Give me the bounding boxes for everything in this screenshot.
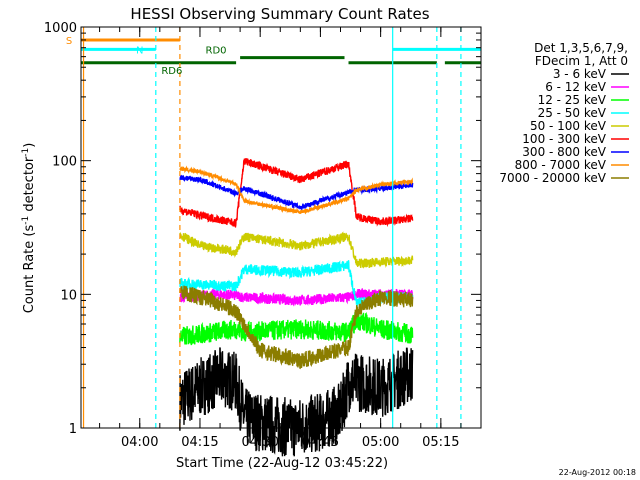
x-tick-label-1: 04:15 bbox=[181, 435, 218, 450]
legend-label-2: 12 - 25 keV bbox=[538, 93, 607, 107]
y-axis-label-end: ) bbox=[22, 143, 37, 148]
series-line-8 bbox=[179, 285, 414, 370]
series-line-7 bbox=[179, 165, 413, 215]
annotation-0: S bbox=[66, 36, 72, 47]
y-tick-label-3: 1000 bbox=[44, 21, 77, 36]
plot-area: S N RD0 RD6 bbox=[66, 27, 481, 457]
annotation-3: RD6 bbox=[161, 66, 182, 77]
footer-timestamp: 22-Aug-2012 00:18 bbox=[559, 468, 636, 477]
legend-label-1: 6 - 12 keV bbox=[545, 80, 607, 94]
y-tick-label-2: 100 bbox=[52, 155, 77, 170]
annotation-2: RD0 bbox=[206, 46, 227, 57]
y-axis-label-sup1: -1 bbox=[21, 216, 31, 225]
x-axis-label: Start Time (22-Aug-12 03:45:22) bbox=[176, 456, 388, 471]
legend-header-1: Det 1,3,5,6,7,9, bbox=[534, 41, 628, 55]
y-axis: 1 10 100 1000 bbox=[44, 21, 481, 437]
x-tick-label-5: 05:15 bbox=[422, 435, 459, 450]
x-tick-label-2: 04:30 bbox=[241, 435, 278, 450]
y-tick-label-0: 1 bbox=[69, 422, 77, 437]
legend-label-8: 7000 - 20000 keV bbox=[499, 171, 606, 185]
legend-header-2: FDecim 1, Att 0 bbox=[535, 54, 628, 68]
series-line-1 bbox=[179, 288, 414, 307]
plot-frame bbox=[80, 26, 482, 429]
series-line-6 bbox=[179, 174, 414, 211]
x-tick-label-4: 05:00 bbox=[362, 435, 399, 450]
chart-title: HESSI Observing Summary Count Rates bbox=[130, 5, 429, 23]
x-axis: 04:00 04:15 04:30 04:45 05:00 05:15 bbox=[99, 27, 482, 450]
series-line-4 bbox=[179, 231, 414, 269]
series-line-2 bbox=[179, 310, 414, 346]
annotation-1: N bbox=[136, 45, 143, 56]
y-axis-label: Count Rate (s-1 detector-1) bbox=[21, 143, 37, 314]
legend-label-6: 300 - 800 keV bbox=[522, 145, 606, 159]
y-axis-label-mid: detector bbox=[22, 156, 37, 216]
series-line-0 bbox=[179, 347, 414, 457]
legend-label-7: 800 - 7000 keV bbox=[515, 158, 607, 172]
legend-label-4: 50 - 100 keV bbox=[530, 119, 607, 133]
y-axis-label-sup2: -1 bbox=[21, 148, 31, 157]
x-tick-label-0: 04:00 bbox=[121, 435, 158, 450]
x-tick-label-3: 04:45 bbox=[302, 435, 339, 450]
y-tick-label-1: 10 bbox=[60, 288, 77, 303]
legend: Det 1,3,5,6,7,9, FDecim 1, Att 0 3 - 6 k… bbox=[499, 41, 629, 185]
legend-label-0: 3 - 6 keV bbox=[553, 67, 607, 81]
series-line-5 bbox=[179, 158, 414, 228]
legend-label-3: 25 - 50 keV bbox=[538, 106, 607, 120]
legend-label-5: 100 - 300 keV bbox=[522, 132, 606, 146]
y-axis-label-main: Count Rate (s bbox=[22, 225, 37, 314]
